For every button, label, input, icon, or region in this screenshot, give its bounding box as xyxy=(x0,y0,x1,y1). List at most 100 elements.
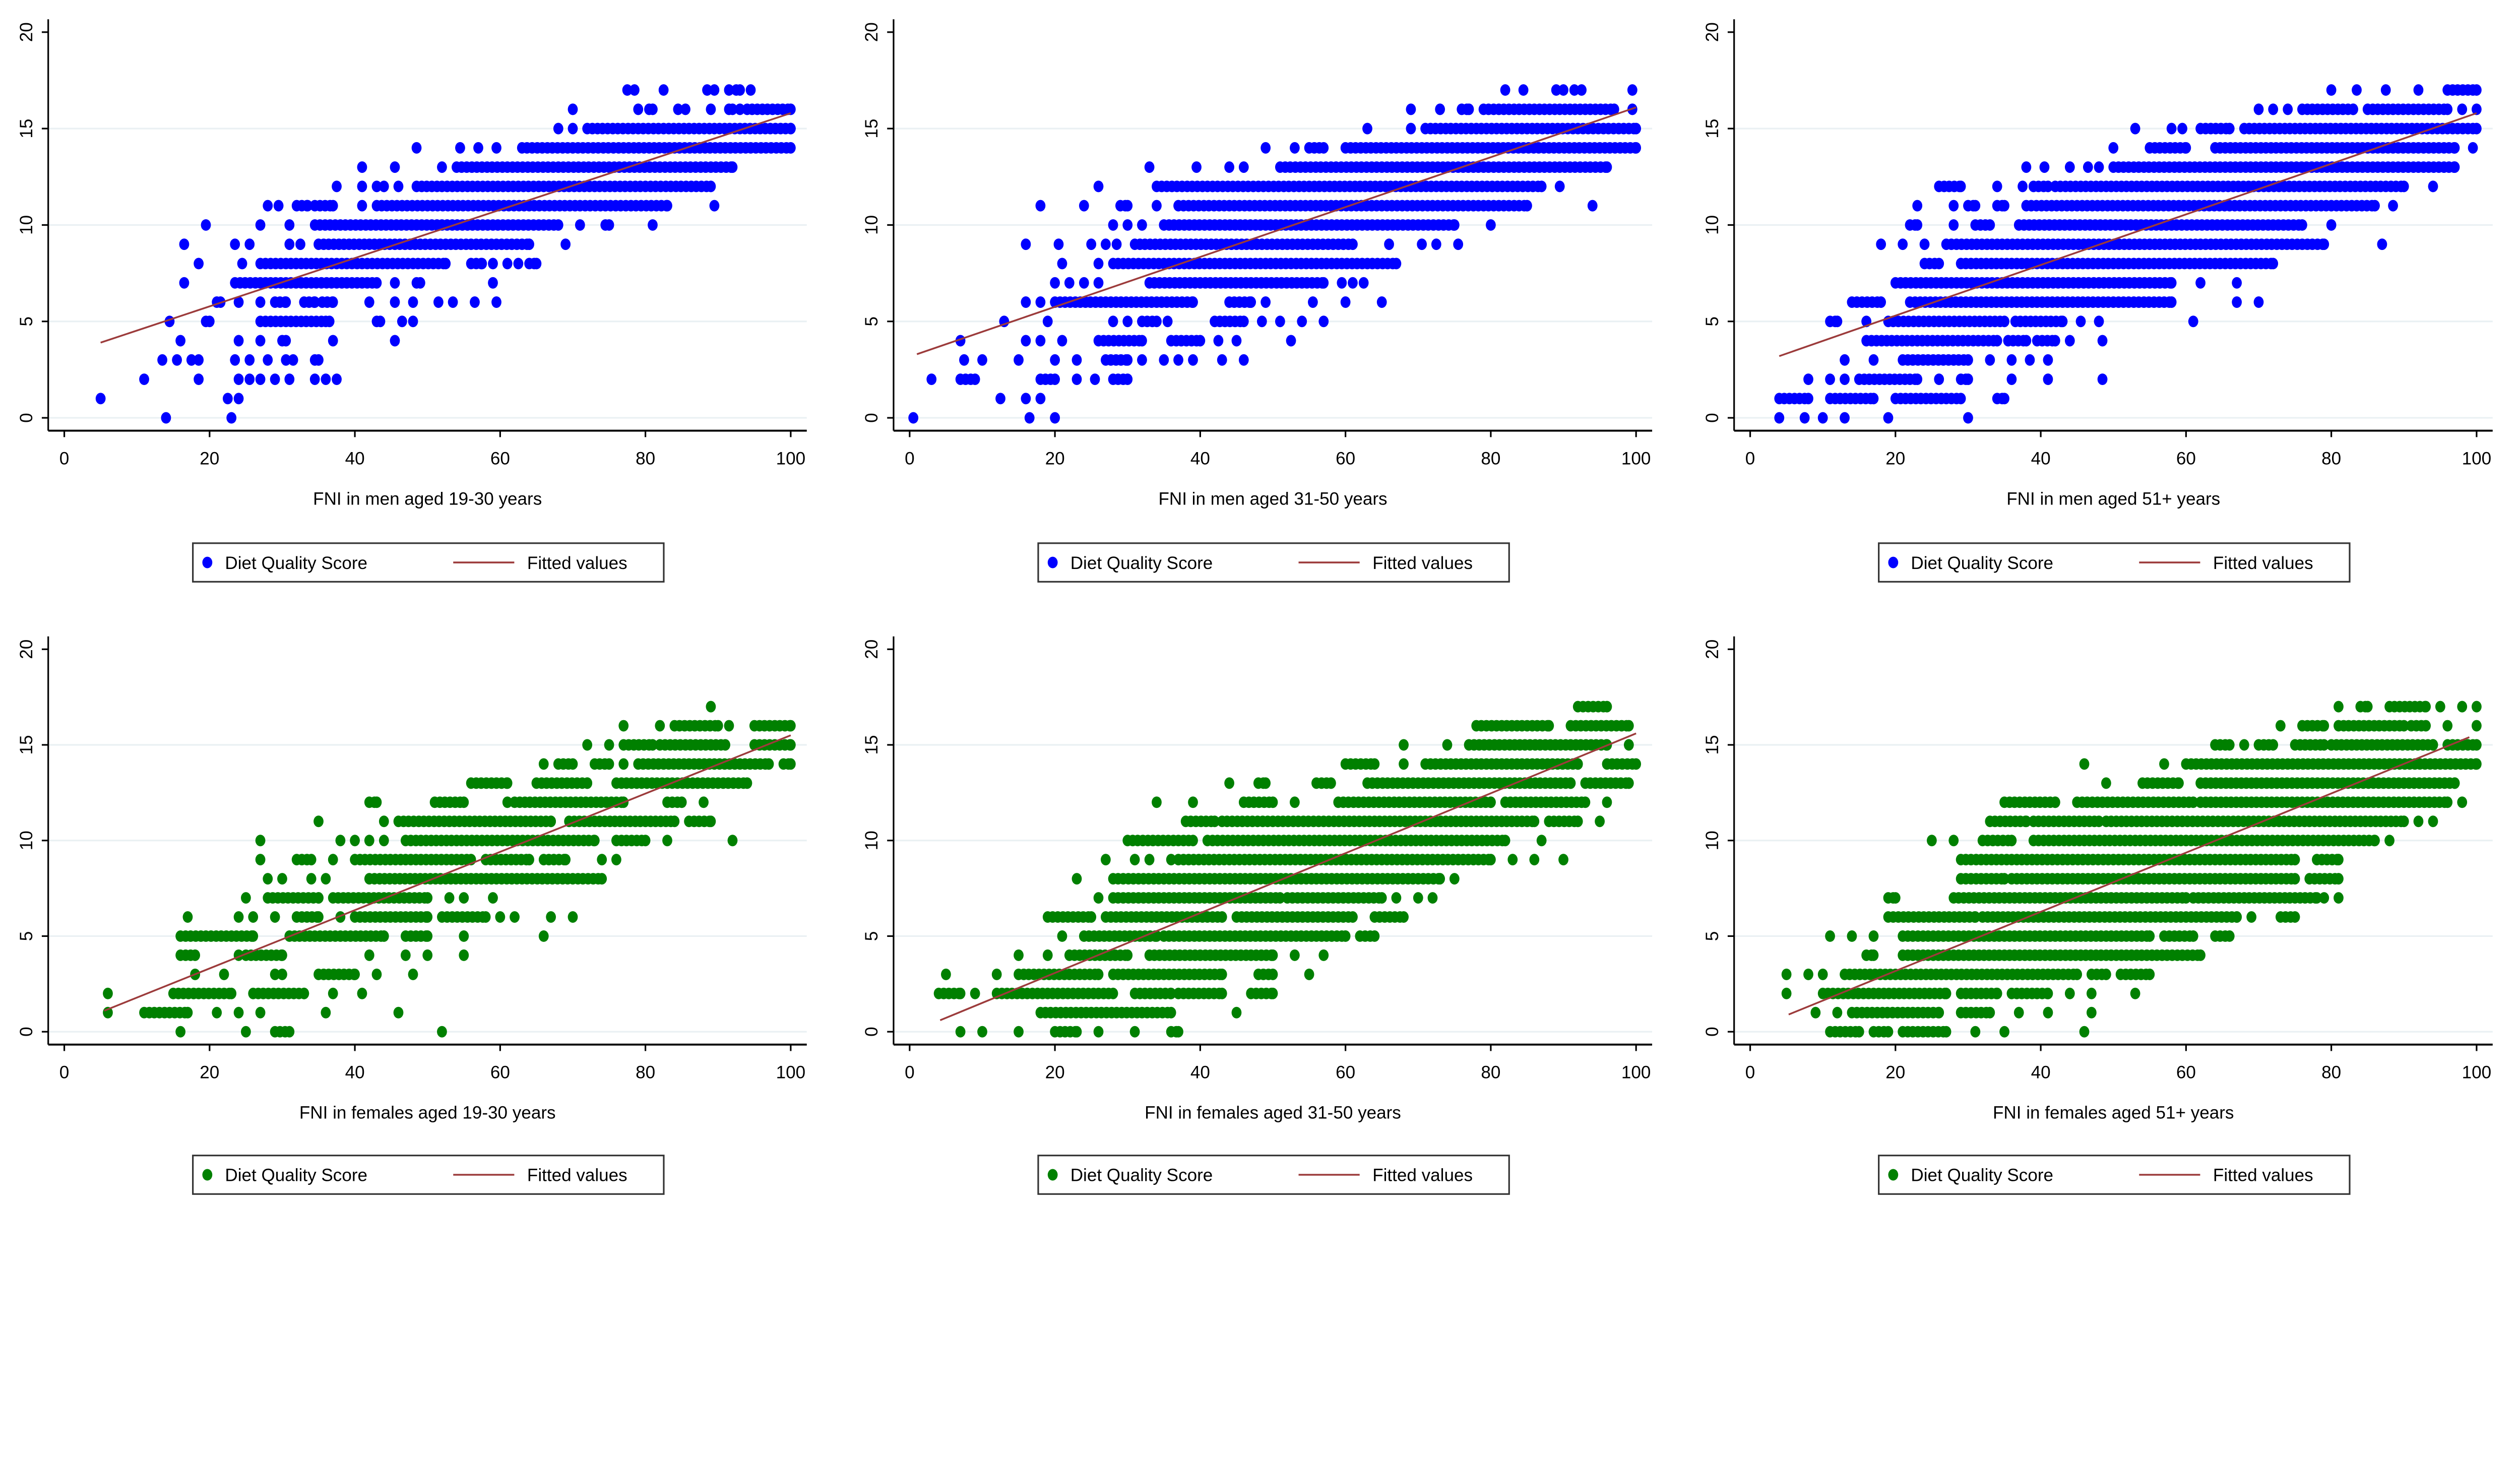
data-point xyxy=(1152,315,1162,328)
data-point xyxy=(1021,335,1031,347)
legend-box xyxy=(192,1155,665,1195)
data-point xyxy=(2275,720,2286,732)
data-point xyxy=(324,315,335,328)
data-point xyxy=(724,84,734,96)
data-point xyxy=(335,835,346,847)
data-point xyxy=(955,1026,966,1038)
data-point xyxy=(941,968,951,980)
data-point xyxy=(1934,258,1944,270)
x-tick-label: 40 xyxy=(2031,449,2051,469)
x-tick-label: 40 xyxy=(345,449,365,469)
data-point xyxy=(2094,161,2104,173)
data-point xyxy=(1631,758,1642,770)
data-point xyxy=(233,1006,244,1019)
scatter-series xyxy=(1781,701,2482,1038)
data-point xyxy=(411,142,422,154)
data-point xyxy=(1522,200,1532,212)
data-point xyxy=(157,354,167,366)
data-point xyxy=(1217,354,1227,366)
data-point xyxy=(2013,1006,2024,1019)
data-point xyxy=(1042,949,1053,961)
y-tick-label: 10 xyxy=(862,831,881,850)
legend-marker-icon xyxy=(1888,1169,1899,1181)
data-point xyxy=(1238,354,1249,366)
x-axis-title: FNI in females aged 31-50 years xyxy=(1145,1103,1401,1122)
data-point xyxy=(2075,315,2086,328)
data-point xyxy=(706,103,716,115)
data-point xyxy=(1369,758,1380,770)
data-point xyxy=(393,180,404,193)
data-point xyxy=(513,258,524,270)
data-point xyxy=(553,122,563,135)
data-point xyxy=(1602,161,1612,173)
data-point xyxy=(2018,180,2028,193)
data-point xyxy=(1050,412,1060,424)
data-point xyxy=(459,930,469,942)
data-point xyxy=(1587,200,1598,212)
data-point xyxy=(1536,180,1547,193)
data-point xyxy=(1985,1006,1995,1019)
data-point xyxy=(2472,720,2482,732)
data-point xyxy=(1391,892,1402,904)
data-point xyxy=(230,238,240,250)
data-point xyxy=(764,758,774,770)
data-point xyxy=(510,911,520,923)
data-point xyxy=(179,238,190,250)
data-point xyxy=(204,315,215,328)
data-point xyxy=(371,277,382,289)
data-point xyxy=(1999,1026,2009,1038)
data-point xyxy=(1093,968,1104,980)
data-point xyxy=(1072,373,1082,386)
data-point xyxy=(2457,103,2468,115)
data-point xyxy=(742,777,752,789)
legend-label: Diet Quality Score xyxy=(225,1166,367,1185)
data-point xyxy=(284,219,295,231)
data-point xyxy=(1486,854,1496,866)
data-point xyxy=(2472,103,2482,115)
x-axis-title: FNI in females aged 51+ years xyxy=(1993,1103,2234,1122)
data-point xyxy=(477,258,487,270)
data-point xyxy=(1318,315,1329,328)
data-point xyxy=(1108,315,1118,328)
y-tick-label: 20 xyxy=(862,22,881,42)
data-point xyxy=(1217,987,1227,999)
data-point xyxy=(379,180,389,193)
data-point xyxy=(1014,354,1024,366)
data-point xyxy=(1246,296,1256,308)
data-point xyxy=(2064,335,2075,347)
data-point xyxy=(1261,296,1271,308)
data-point xyxy=(1435,103,1445,115)
data-point xyxy=(1529,815,1540,828)
data-point xyxy=(1536,835,1547,847)
data-point xyxy=(720,739,730,751)
data-point xyxy=(233,393,244,405)
data-point xyxy=(1868,930,1879,942)
data-point xyxy=(255,835,266,847)
data-point xyxy=(662,835,672,847)
data-point xyxy=(1053,238,1064,250)
x-tick-label: 100 xyxy=(1621,1063,1651,1083)
x-tick-label: 40 xyxy=(1190,449,1210,469)
data-point xyxy=(597,873,607,885)
legend: Diet Quality Score Fitted values xyxy=(1037,1155,1510,1195)
data-point xyxy=(2043,354,2053,366)
x-tick-label: 100 xyxy=(1621,449,1651,469)
data-point xyxy=(735,84,745,96)
data-point xyxy=(270,968,280,980)
data-point xyxy=(1308,296,1318,308)
data-point xyxy=(2181,142,2191,154)
data-point xyxy=(1111,238,1122,250)
data-point xyxy=(1817,412,1828,424)
data-point xyxy=(582,777,593,789)
data-point xyxy=(1035,296,1046,308)
data-point xyxy=(1609,103,1619,115)
data-point xyxy=(1847,930,1857,942)
data-point xyxy=(321,1006,331,1019)
data-point xyxy=(2442,103,2453,115)
legend-label: Fitted values xyxy=(1372,1166,1473,1185)
data-point xyxy=(390,161,400,173)
data-point xyxy=(1999,393,2009,405)
data-point xyxy=(727,835,738,847)
data-point xyxy=(1024,412,1035,424)
